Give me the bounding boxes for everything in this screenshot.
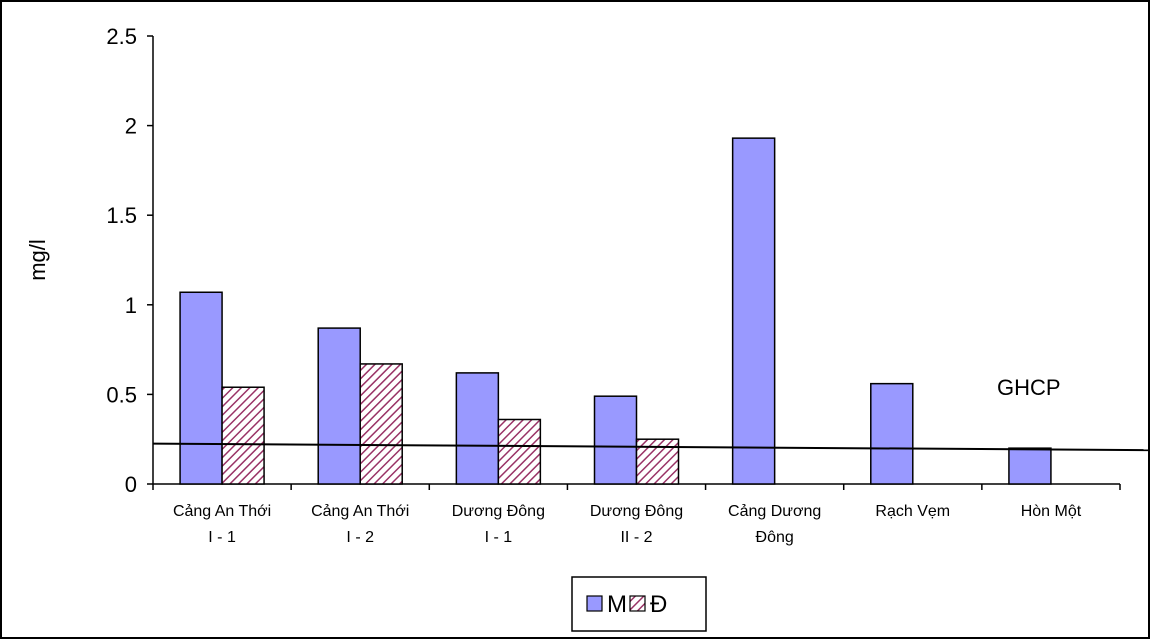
bar-m	[1008, 447, 1052, 485]
y-tick-label: 0	[125, 472, 137, 497]
bar-m	[593, 395, 638, 485]
y-tick-label: 1.5	[106, 203, 137, 228]
bar-d	[359, 363, 403, 485]
x-category-label: II - 2	[620, 529, 652, 546]
y-tick-label: 0.5	[106, 382, 137, 407]
x-category-label: Cảng An Thới	[173, 503, 271, 520]
x-category-label: Cảng An Thới	[311, 503, 409, 520]
x-category-label: Hòn Một	[1021, 503, 1082, 520]
y-tick-label: 2.5	[106, 24, 137, 49]
bar-m	[731, 137, 776, 485]
bar-m	[870, 382, 914, 485]
x-category-label: I - 1	[208, 529, 236, 546]
bar-m	[317, 327, 361, 485]
legend-swatch-m	[586, 595, 603, 612]
bar-m	[455, 372, 500, 485]
reference-line-label: GHCP	[997, 375, 1061, 400]
bar-m	[179, 291, 223, 485]
y-tick-label: 1	[125, 293, 137, 318]
plot-area: 0 0.5 1 1.5 2 2.5 mg/l Cảng An Thới I - 1 Cảng An…	[25, 24, 1150, 546]
x-category-label: Dương Đông	[452, 503, 545, 520]
legend: M Đ	[571, 576, 707, 632]
bar-d	[497, 418, 542, 485]
x-category-label: Cảng Dương	[728, 503, 821, 520]
legend-label-m: M	[607, 591, 627, 618]
x-category-label: Đông	[756, 529, 794, 546]
reference-line	[152, 442, 1150, 452]
x-category-label: Rạch Vẹm	[875, 503, 950, 520]
legend-label-d: Đ	[650, 591, 667, 618]
x-category-label: I - 1	[485, 529, 513, 546]
y-axis-title: mg/l	[25, 239, 50, 281]
x-category-label: Dương Đông	[590, 503, 683, 520]
y-tick-label: 2	[125, 114, 137, 139]
x-category-label: I - 2	[346, 529, 374, 546]
legend-swatch-d	[629, 595, 646, 612]
bar-d	[221, 386, 265, 485]
